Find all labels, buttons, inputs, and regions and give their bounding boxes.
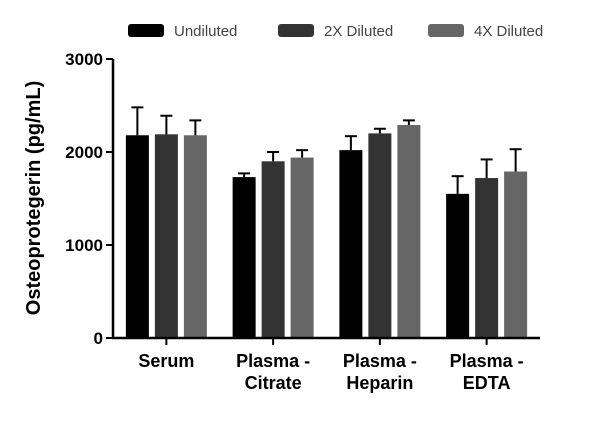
bar-undiluted-1: [232, 177, 256, 338]
bar-2x-diluted-1: [261, 161, 285, 338]
y-axis-label: Osteoprotegerin (pg/mL): [23, 81, 45, 315]
bars: [125, 125, 528, 338]
bar-4x-diluted-2: [397, 125, 421, 338]
bar-4x-diluted-1: [290, 157, 314, 338]
legend-swatch-0: [128, 24, 164, 37]
x-tick-label-1: Plasma -Citrate: [236, 351, 310, 393]
bar-undiluted-2: [339, 150, 363, 338]
bar-4x-diluted-3: [504, 171, 528, 338]
y-tick-label-3: 3000: [65, 50, 103, 69]
bar-2x-diluted-3: [475, 178, 499, 338]
y-tick-label-0: 0: [94, 329, 103, 348]
legend-label-1: 2X Diluted: [324, 23, 393, 40]
legend-swatch-1: [278, 24, 314, 37]
error-bars: [131, 106, 522, 194]
bar-undiluted-0: [125, 135, 149, 338]
axes: Serum Plasma -Citrate Plasma -Heparin Plasm…: [65, 50, 540, 393]
x-tick-label-2: Plasma -Heparin: [343, 351, 417, 393]
legend: Undiluted 2X Diluted 4X Diluted: [128, 23, 543, 40]
legend-label-2: 4X Diluted: [474, 23, 543, 40]
y-tick-label-2: 2000: [65, 143, 103, 162]
bar-2x-diluted-0: [154, 134, 178, 338]
x-tick-label-0: Serum: [138, 351, 194, 371]
bar-4x-diluted-0: [183, 135, 207, 338]
x-tick-label-3: Plasma -EDTA: [450, 351, 524, 393]
bar-2x-diluted-2: [368, 133, 392, 338]
legend-label-0: Undiluted: [174, 23, 237, 40]
y-tick-label-1: 1000: [65, 236, 103, 255]
legend-swatch-2: [428, 24, 464, 37]
bar-undiluted-3: [446, 193, 470, 338]
